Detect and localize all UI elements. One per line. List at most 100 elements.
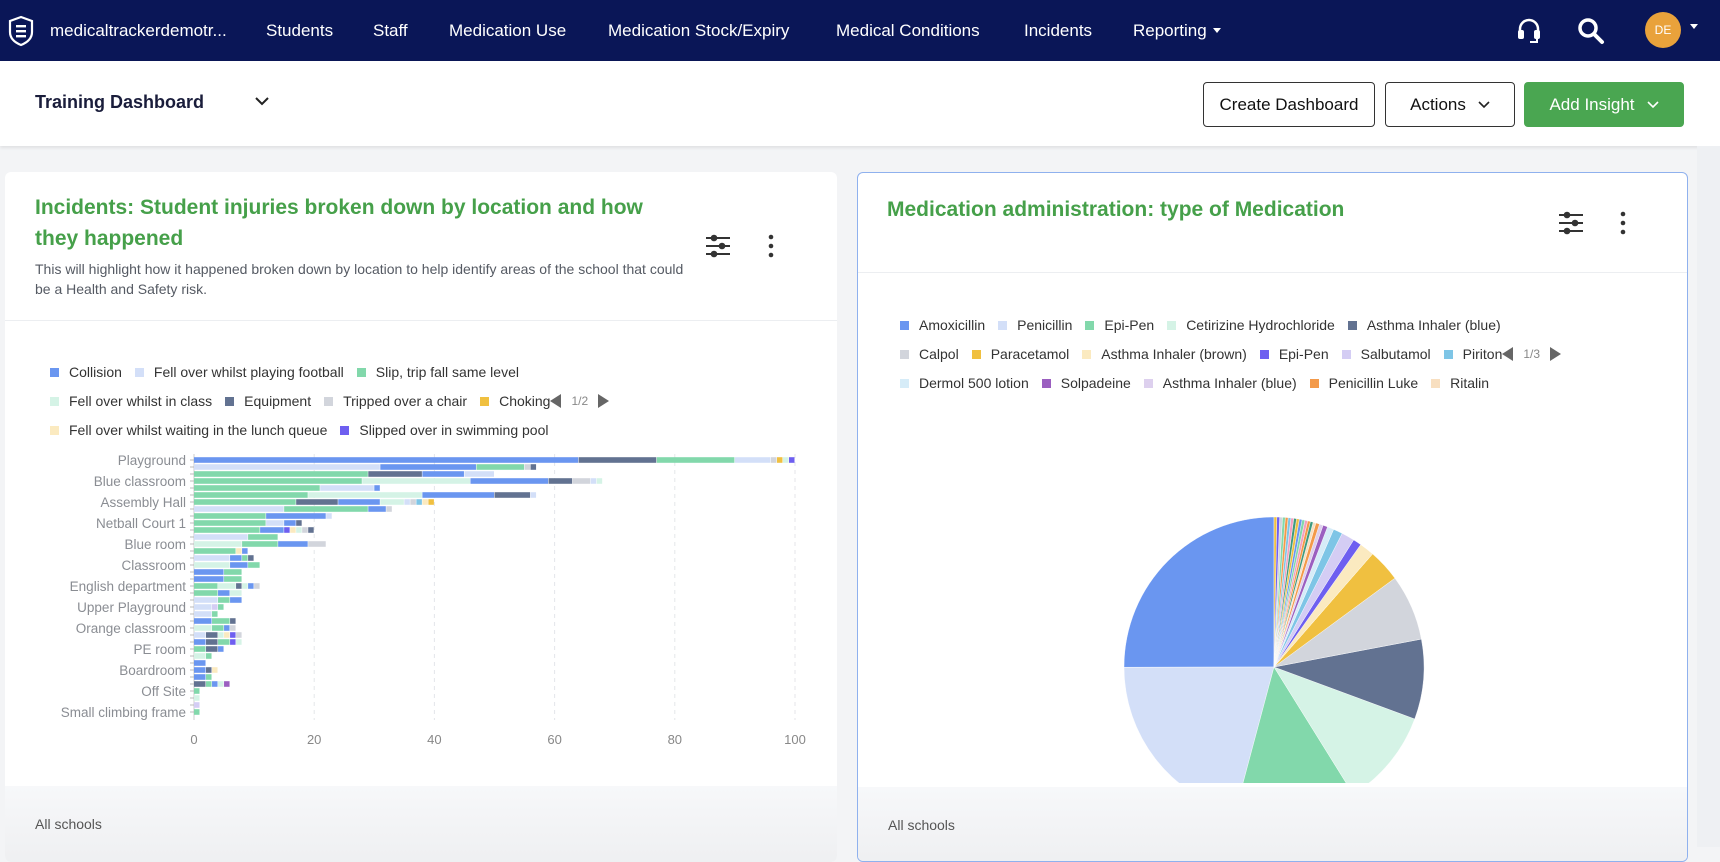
bar-segment[interactable] [194,632,206,638]
bar-segment[interactable] [572,478,591,484]
bar-segment[interactable] [194,702,200,708]
bar-segment[interactable] [224,632,230,638]
legend-item[interactable]: Ritalin [1431,375,1489,391]
bar-segment[interactable] [236,548,242,554]
bar-segment[interactable] [338,499,380,505]
nav-medical-conditions[interactable]: Medical Conditions [836,20,980,40]
bar-segment[interactable] [212,681,218,687]
bar-segment[interactable] [242,555,248,561]
bar-segment[interactable] [194,583,218,589]
legend-item[interactable]: Tripped over a chair [324,393,467,409]
bar-segment[interactable] [194,653,206,659]
bar-segment[interactable] [212,667,218,673]
bar-segment[interactable] [410,499,416,505]
bar-segment[interactable] [524,464,531,470]
bar-segment[interactable] [284,527,290,533]
bar-segment[interactable] [206,639,218,645]
bar-segment[interactable] [194,597,218,603]
bar-segment[interactable] [368,471,422,477]
bar-segment[interactable] [308,527,314,533]
nav-medication-use[interactable]: Medication Use [449,20,567,40]
legend-item[interactable]: Solpadeine [1041,375,1131,391]
bar-segment[interactable] [416,499,422,505]
bar-segment[interactable] [194,681,206,687]
bar-segment[interactable] [206,632,218,638]
bar-segment[interactable] [422,499,428,505]
bar-segment[interactable] [194,625,212,631]
bar-segment[interactable] [218,590,230,596]
dashboard-title[interactable]: Training Dashboard [35,92,205,112]
bar-segment[interactable] [194,576,224,582]
bar-segment[interactable] [734,457,771,463]
bar-segment[interactable] [194,562,230,568]
bar-segment[interactable] [194,639,206,645]
bar-segment[interactable] [278,541,308,547]
bar-segment[interactable] [428,499,434,505]
bar-segment[interactable] [224,625,230,631]
bar-segment[interactable] [770,457,777,463]
bar-segment[interactable] [596,478,603,484]
nav-incidents[interactable]: Incidents [1024,20,1093,40]
bar-segment[interactable] [248,555,254,561]
bar-segment[interactable] [788,457,795,463]
create-dashboard-button[interactable]: Create Dashboard [1203,82,1375,127]
bar-segment[interactable] [230,632,236,638]
legend-item[interactable]: Fell over whilst in class [50,393,212,409]
bar-segment[interactable] [230,555,242,561]
bar-segment[interactable] [290,527,296,533]
bar-segment[interactable] [548,478,573,484]
bar-segment[interactable] [242,548,248,554]
bar-segment[interactable] [218,639,230,645]
bar-segment[interactable] [374,485,380,491]
bar-segment[interactable] [230,562,248,568]
pie-slice[interactable] [1273,516,1278,668]
bar-segment[interactable] [260,527,284,533]
bar-segment[interactable] [212,625,224,631]
legend-item[interactable]: Amoxicillin [900,317,985,333]
bar-segment[interactable] [248,583,254,589]
bar-segment[interactable] [656,457,735,463]
legend-item[interactable]: Asthma Inhaler (blue) [1143,375,1297,391]
legend-item[interactable]: Choking [480,393,550,409]
bar-segment[interactable] [194,457,579,463]
bar-segment[interactable] [236,583,242,589]
legend-item[interactable]: Fell over whilst waiting in the lunch qu… [50,422,327,438]
dashboard-chevron-down-icon[interactable] [254,94,270,112]
bar-segment[interactable] [194,667,206,673]
bar-segment[interactable] [224,569,242,575]
bar-segment[interactable] [578,457,657,463]
bar-segment[interactable] [422,492,494,498]
bar-segment[interactable] [194,506,284,512]
bar-segment[interactable] [296,527,302,533]
headset-support-icon[interactable] [1515,0,1543,61]
legend-item[interactable]: Slip, trip fall same level [356,364,519,380]
legend-item[interactable]: Salbutamol [1341,346,1431,362]
bar-segment[interactable] [194,471,368,477]
bar-segment[interactable] [218,597,230,603]
bar-segment[interactable] [230,625,236,631]
bar-segment[interactable] [254,583,260,589]
bar-segment[interactable] [782,457,789,463]
bar-segment[interactable] [776,457,783,463]
bar-segment[interactable] [218,646,224,652]
legend-item[interactable]: Penicillin [998,317,1072,333]
bar-segment[interactable] [368,506,386,512]
bar-segment[interactable] [530,464,537,470]
bar-segment[interactable] [212,604,218,610]
legend-item[interactable]: Fell over whilst playing football [134,364,344,380]
filter-sliders-icon[interactable] [1558,211,1584,240]
bar-segment[interactable] [194,492,308,498]
bar-segment[interactable] [320,485,374,491]
bar-segment[interactable] [194,555,230,561]
bar-segment[interactable] [218,632,224,638]
bar-segment[interactable] [194,618,212,624]
legend-item[interactable]: Collision [50,364,122,380]
pie-slice[interactable] [1235,666,1353,783]
bar-segment[interactable] [386,506,392,512]
bar-segment[interactable] [206,653,212,659]
bar-segment[interactable] [194,660,206,666]
bar-segment[interactable] [218,681,224,687]
legend-item[interactable]: Slipped over in swimming pool [340,422,548,438]
shield-logo-icon[interactable] [8,0,34,61]
nav-students[interactable]: Students [266,20,334,40]
